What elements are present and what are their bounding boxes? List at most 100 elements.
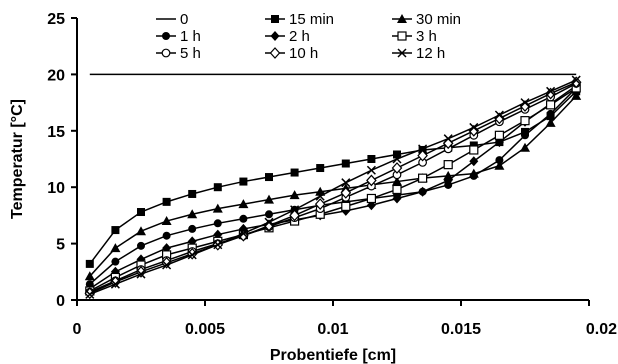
legend-label: 15 min	[289, 11, 334, 28]
y-tick-label: 15	[47, 124, 65, 141]
data-point	[520, 142, 530, 152]
series-line-15-min	[89, 90, 577, 265]
data-point	[137, 241, 145, 250]
legend-marker	[271, 15, 279, 23]
data-point	[187, 209, 198, 219]
y-tick-label: 0	[56, 293, 65, 310]
legend-item-30-min: 30 min	[392, 11, 461, 28]
data-point	[520, 98, 530, 108]
legend-marker	[397, 48, 407, 58]
data-point	[418, 144, 428, 154]
legend: 0 15 min 30 min 1 h 2 h 3 h 5 h 10 h 12 h	[150, 4, 570, 66]
data-point	[111, 226, 120, 235]
legend-label: 1 h	[180, 28, 201, 45]
data-point	[162, 231, 171, 240]
series-layer	[84, 73, 582, 300]
data-point	[238, 199, 249, 209]
legend-item-1-h: 1 h	[156, 28, 201, 45]
legend-item-3-h: 3 h	[392, 28, 437, 45]
data-point	[520, 116, 530, 126]
legend-label: 30 min	[416, 11, 461, 28]
data-point	[290, 168, 299, 177]
x-tick-label: 0.005	[185, 321, 225, 338]
data-point	[391, 162, 403, 174]
data-point	[469, 145, 479, 155]
series-12-h	[85, 75, 581, 299]
legend-label: 2 h	[289, 28, 310, 45]
data-point	[366, 165, 376, 175]
data-point	[392, 184, 402, 195]
data-point	[341, 178, 351, 188]
data-point	[316, 164, 325, 173]
data-point	[418, 186, 428, 197]
data-point	[289, 190, 300, 200]
data-point	[418, 173, 428, 183]
data-point	[137, 208, 145, 217]
data-point	[392, 193, 402, 204]
data-point	[314, 198, 326, 211]
data-point	[110, 243, 121, 253]
data-point	[162, 260, 172, 270]
data-point	[571, 75, 581, 85]
y-tick-label: 20	[47, 67, 65, 84]
legend-marker	[162, 32, 170, 40]
legend-label: 10 h	[289, 45, 318, 62]
data-point	[546, 86, 556, 96]
legend-marker	[269, 47, 281, 59]
data-point	[264, 194, 274, 204]
data-point	[136, 269, 146, 279]
y-axis-label: Temperatur [°C]	[9, 99, 26, 219]
legend-item-2-h: 2 h	[265, 28, 310, 45]
legend-label: 3 h	[416, 28, 437, 45]
data-point	[417, 149, 428, 162]
legend-label: 12 h	[416, 45, 445, 62]
data-point	[443, 160, 453, 170]
data-point	[188, 224, 197, 233]
data-point	[546, 109, 555, 118]
data-point	[443, 175, 453, 186]
data-point	[494, 160, 505, 170]
series-2-h	[85, 80, 581, 294]
legend-background	[150, 4, 570, 66]
data-point	[340, 186, 352, 199]
legend-marker	[161, 48, 171, 58]
data-point	[443, 134, 453, 144]
series-line-12-h	[89, 79, 577, 296]
data-point	[136, 226, 146, 236]
series-line-2-h	[89, 85, 577, 290]
data-point	[239, 177, 248, 186]
data-point	[545, 100, 556, 110]
data-point	[265, 173, 273, 182]
legend-item-15-min: 15 min	[265, 11, 334, 28]
data-point	[239, 214, 248, 223]
legend-item-5-h: 5 h	[156, 45, 201, 62]
data-point	[469, 171, 478, 180]
data-point	[392, 154, 402, 164]
series-line-10-h	[89, 81, 577, 294]
data-point	[238, 228, 248, 238]
x-axis-label: Probentiefe [cm]	[270, 347, 396, 364]
data-point	[85, 259, 94, 268]
data-point	[188, 189, 197, 198]
legend-item-10-h: 10 h	[265, 45, 318, 62]
series-10-h	[84, 76, 582, 300]
series-line-5-h	[89, 82, 577, 293]
data-point	[265, 210, 273, 219]
data-point	[213, 183, 222, 192]
legend-marker	[397, 31, 407, 41]
y-tick-label: 10	[47, 180, 65, 197]
data-point	[494, 130, 504, 140]
data-point	[366, 174, 377, 187]
data-point	[571, 90, 582, 100]
data-point	[545, 117, 556, 127]
x-tick-label: 0.015	[441, 321, 481, 338]
data-point	[110, 279, 120, 289]
y-tick-label: 25	[47, 11, 65, 28]
data-point	[393, 150, 401, 159]
data-point	[84, 271, 95, 281]
data-point	[469, 156, 479, 167]
legend-marker	[270, 31, 280, 41]
data-point	[213, 240, 223, 250]
legend-label: 0	[180, 11, 188, 28]
